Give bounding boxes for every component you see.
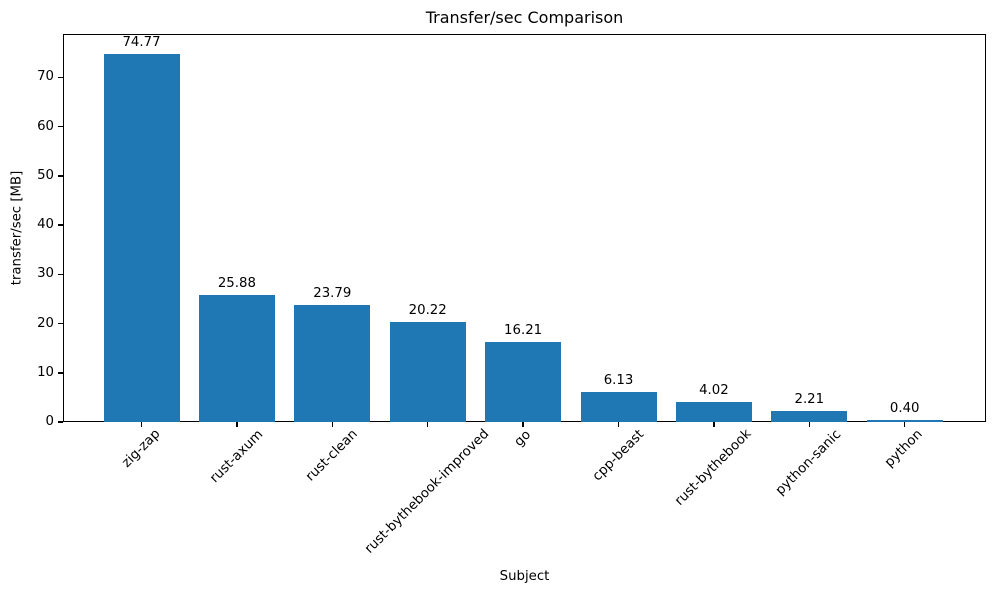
y-tick-mark [58,175,63,177]
y-tick-label: 50 [37,167,54,183]
bar [103,53,180,422]
x-tick-mark [808,422,811,427]
y-tick-mark [58,224,63,226]
bar-value-label: 25.88 [217,275,256,291]
y-tick-label: 70 [37,69,54,85]
x-axis-label: Subject [499,569,550,584]
x-tick-label: python [882,427,926,471]
y-tick-label: 0 [45,414,54,429]
x-tick-mark [522,422,524,427]
x-tick-label: rust-clean [302,427,361,485]
bar [675,402,752,422]
bar [866,420,943,422]
x-tick-mark [617,422,620,427]
bar [485,342,562,422]
y-tick-label: 40 [37,217,54,233]
chart-title: Transfer/sec Comparison [425,8,624,27]
bar-value-label: 74.77 [122,34,161,50]
x-tick-label: python-sanic [773,427,845,499]
bar [294,304,371,422]
bar [580,391,657,422]
x-tick-label: rust-bythebook-improved [362,426,493,558]
x-tick-label: rust-axum [207,426,267,486]
y-tick-label: 20 [37,315,54,331]
x-tick-mark [236,422,238,427]
bar [389,322,466,422]
y-tick-mark [58,421,63,423]
x-tick-mark [903,422,906,427]
bar-value-label: 6.13 [603,372,634,388]
y-tick-mark [58,125,63,128]
bar [198,294,275,422]
x-tick-mark [331,422,334,427]
y-tick-label: 60 [37,118,54,134]
bar-value-label: 20.22 [408,303,447,319]
y-tick-mark [58,76,63,79]
x-tick-label: go [511,427,534,450]
y-tick-mark [58,372,63,374]
bar-value-label: 23.79 [313,285,352,301]
y-tick-mark [58,273,63,276]
bar-value-label: 2.21 [794,392,825,408]
bar-value-label: 16.21 [504,323,543,339]
x-tick-mark [426,422,429,427]
y-tick-label: 30 [37,266,54,282]
bar [771,411,848,422]
x-tick-label: zig-zap [119,426,164,472]
bar-value-label: 0.40 [889,401,920,417]
y-tick-mark [58,322,63,325]
x-tick-mark [713,422,715,427]
x-tick-mark [140,422,143,427]
x-tick-label: cpp-beast [589,427,647,485]
bar-value-label: 4.02 [699,383,729,399]
y-tick-label: 10 [37,364,54,380]
x-tick-label: rust-bythebook [672,426,755,510]
